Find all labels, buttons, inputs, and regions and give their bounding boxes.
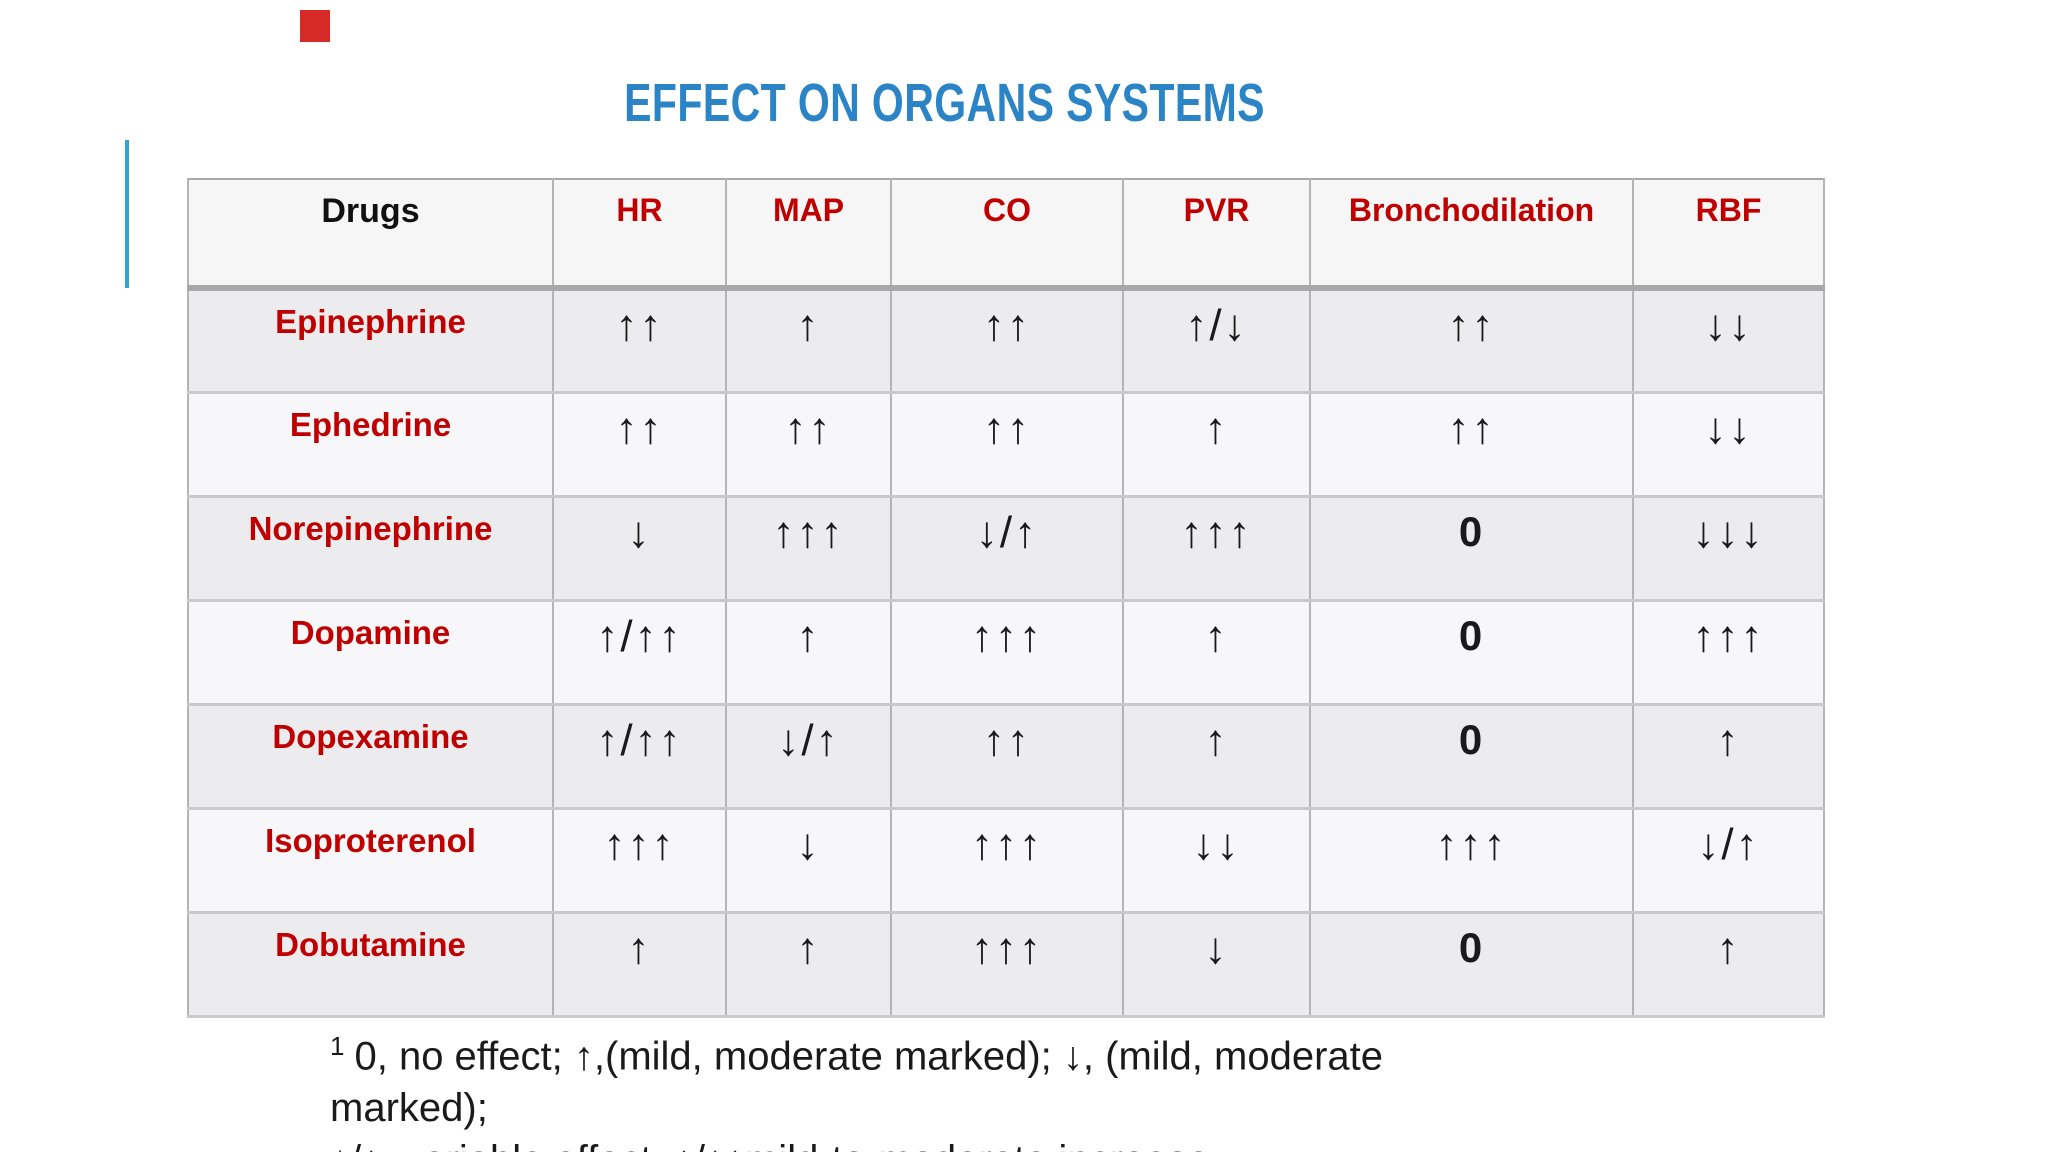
effect-cell: ↓/↑ [1632,808,1825,914]
effect-cell: ↑↑↑ [890,808,1124,914]
drug-name-cell: Isoproterenol [187,808,554,914]
effect-cell: 0 [1309,496,1634,602]
effect-cell: ↑↑ [552,288,727,394]
effect-cell: ↓↓↓ [1632,496,1825,602]
effect-cell: ↑↑ [1309,288,1634,394]
effect-cell: ↑↑↑ [552,808,727,914]
drug-name-cell: Ephedrine [187,392,554,498]
effect-cell: ↓↓ [1632,392,1825,498]
column-header-map: MAP [725,179,892,291]
effect-cell: ↑ [1632,912,1825,1018]
effect-cell: ↑ [725,912,892,1018]
effect-cell: ↑↑↑ [725,496,892,602]
table-row: Dobutamine ↑ ↑ ↑↑↑ ↓ 0 ↑ [187,912,1825,1018]
table-row: Ephedrine ↑↑ ↑↑ ↑↑ ↑ ↑↑ ↓↓ [187,392,1825,498]
effect-cell: ↑↑ [725,392,892,498]
effect-cell: ↑↑ [890,704,1124,810]
table-row: Dopexamine ↑/↑↑ ↓/↑ ↑↑ ↑ 0 ↑ [187,704,1825,810]
effect-cell: ↑↑↑ [1309,808,1634,914]
footnote-line: ↓/↑, variable effect; ↑/↑↑mild-to-modera… [330,1134,1590,1152]
effect-cell: ↑↑↑ [1122,496,1311,602]
page-title: EFFECT ON ORGANS SYSTEMS [0,72,1890,134]
effect-cell: ↑↑ [890,288,1124,394]
effect-cell: 0 [1309,912,1634,1018]
footnote-marker: 1 [330,1031,345,1061]
column-header-bronchodilation: Bronchodilation [1309,179,1634,291]
effect-cell: ↓↓ [1632,288,1825,394]
effect-cell: ↑↑↑ [890,912,1124,1018]
effect-cell: ↑ [552,912,727,1018]
effect-cell: ↓/↑ [725,704,892,810]
column-header-co: CO [890,179,1124,291]
column-header-pvr: PVR [1122,179,1311,291]
effect-cell: ↑↑ [890,392,1124,498]
blue-accent-line [125,140,129,288]
footnote-line: 1 0, no effect; ↑,(mild, moderate marked)… [330,1020,1590,1082]
drug-name-cell: Dopamine [187,600,554,706]
footnote: 1 0, no effect; ↑,(mild, moderate marked)… [330,1020,1590,1152]
footnote-line: marked); [330,1086,488,1131]
effect-cell: ↑/↑↑ [552,704,727,810]
effect-cell: ↓/↑ [890,496,1124,602]
effect-cell: ↑ [725,288,892,394]
effect-cell: ↑ [1632,704,1825,810]
effect-cell: ↑ [1122,704,1311,810]
table-row: Dopamine ↑/↑↑ ↑ ↑↑↑ ↑ 0 ↑↑↑ [187,600,1825,706]
effect-cell: 0 [1309,600,1634,706]
effect-cell: ↑↑↑ [890,600,1124,706]
drug-name-cell: Dopexamine [187,704,554,810]
effect-cell: ↑ [725,600,892,706]
drug-name-cell: Dobutamine [187,912,554,1018]
effect-cell: ↑ [1122,600,1311,706]
effect-cell: ↑↑ [1309,392,1634,498]
drug-name-cell: Norepinephrine [187,496,554,602]
table-row: Norepinephrine ↓ ↑↑↑ ↓/↑ ↑↑↑ 0 ↓↓↓ [187,496,1825,602]
table-row: Epinephrine ↑↑ ↑ ↑↑ ↑/↓ ↑↑ ↓↓ [187,288,1825,394]
column-header-rbf: RBF [1632,179,1825,291]
page-title-text: EFFECT ON ORGANS SYSTEMS [624,73,1266,133]
column-header-hr: HR [552,179,727,291]
effect-cell: ↑ [1122,392,1311,498]
effect-cell: 0 [1309,704,1634,810]
table-row: Isoproterenol ↑↑↑ ↓ ↑↑↑ ↓↓ ↑↑↑ ↓/↑ [187,808,1825,914]
effect-cell: ↓↓ [1122,808,1311,914]
effect-cell: ↓ [1122,912,1311,1018]
red-accent-mark [300,10,330,42]
effect-cell: ↓ [552,496,727,602]
header-row: Drugs HR MAP CO PVR Bronchodilation RBF [187,179,1825,291]
effect-cell: ↑/↑↑ [552,600,727,706]
effect-cell: ↑/↓ [1122,288,1311,394]
effect-cell: ↓ [725,808,892,914]
effect-cell: ↑↑ [552,392,727,498]
column-header-drugs: Drugs [187,179,554,291]
effects-table: Drugs HR MAP CO PVR Bronchodilation RBF … [187,178,1825,1018]
drug-name-cell: Epinephrine [187,288,554,394]
footnote-line-text: 0, no effect; ↑,(mild, moderate marked);… [354,1034,1384,1079]
effect-cell: ↑↑↑ [1632,600,1825,706]
